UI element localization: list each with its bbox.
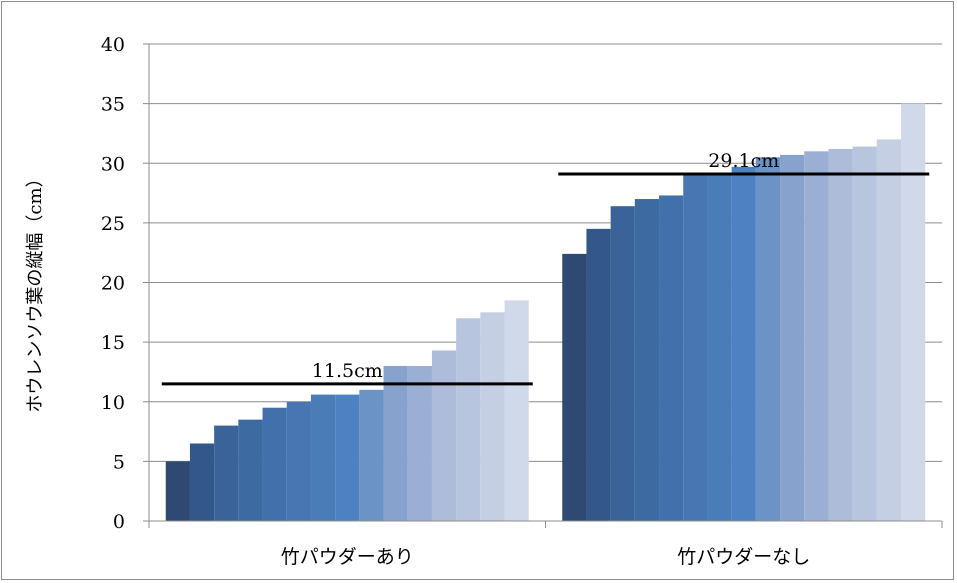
bar [876, 139, 902, 521]
bar [480, 312, 505, 521]
bar [262, 407, 287, 521]
bar [755, 157, 781, 521]
bar [504, 300, 529, 521]
y-tick-label: 10 [101, 392, 125, 414]
bar [562, 253, 587, 521]
bar [659, 195, 684, 521]
bar [634, 199, 660, 521]
bar [683, 173, 708, 522]
bar [586, 228, 611, 521]
y-tick-label: 25 [101, 213, 125, 235]
gridlines [149, 43, 942, 462]
category-label: 竹パウダーあり [281, 546, 414, 568]
mean-label: 11.5cm [312, 360, 383, 382]
y-tick-label: 30 [101, 153, 125, 175]
bar [804, 151, 829, 521]
bar [852, 146, 877, 521]
y-axis-title: ホウレンソウ葉の縦幅（cm） [25, 169, 46, 412]
bar [359, 389, 384, 521]
bar [407, 365, 432, 521]
axes [143, 43, 943, 528]
bar [610, 206, 635, 521]
bar [214, 425, 239, 521]
bar [335, 394, 360, 521]
bar [707, 173, 732, 522]
y-tick-label: 40 [101, 34, 125, 56]
mean-lines: 11.5cm 29.1cm [161, 150, 930, 386]
y-tick-label: 5 [113, 451, 125, 473]
bar [189, 443, 215, 521]
y-tick-label: 20 [101, 273, 125, 295]
bar [286, 401, 311, 521]
y-tick-label: 0 [113, 511, 125, 533]
y-tick-labels: 0 5 10 15 20 25 30 35 40 [101, 34, 125, 533]
y-tick-label: 35 [101, 94, 125, 116]
bar [238, 419, 263, 521]
y-tick-label: 15 [101, 332, 125, 354]
bar [165, 461, 190, 521]
bars [165, 103, 926, 522]
bar [310, 394, 336, 521]
bar [456, 318, 481, 521]
bar [431, 350, 457, 521]
bar [828, 148, 853, 521]
bar [731, 166, 756, 521]
bar [780, 154, 805, 521]
mean-label: 29.1cm [708, 150, 779, 172]
bar [901, 103, 926, 521]
bar [383, 365, 408, 521]
category-labels: 竹パウダーあり 竹パウダーなし [281, 546, 811, 568]
category-label: 竹パウダーなし [677, 546, 810, 568]
